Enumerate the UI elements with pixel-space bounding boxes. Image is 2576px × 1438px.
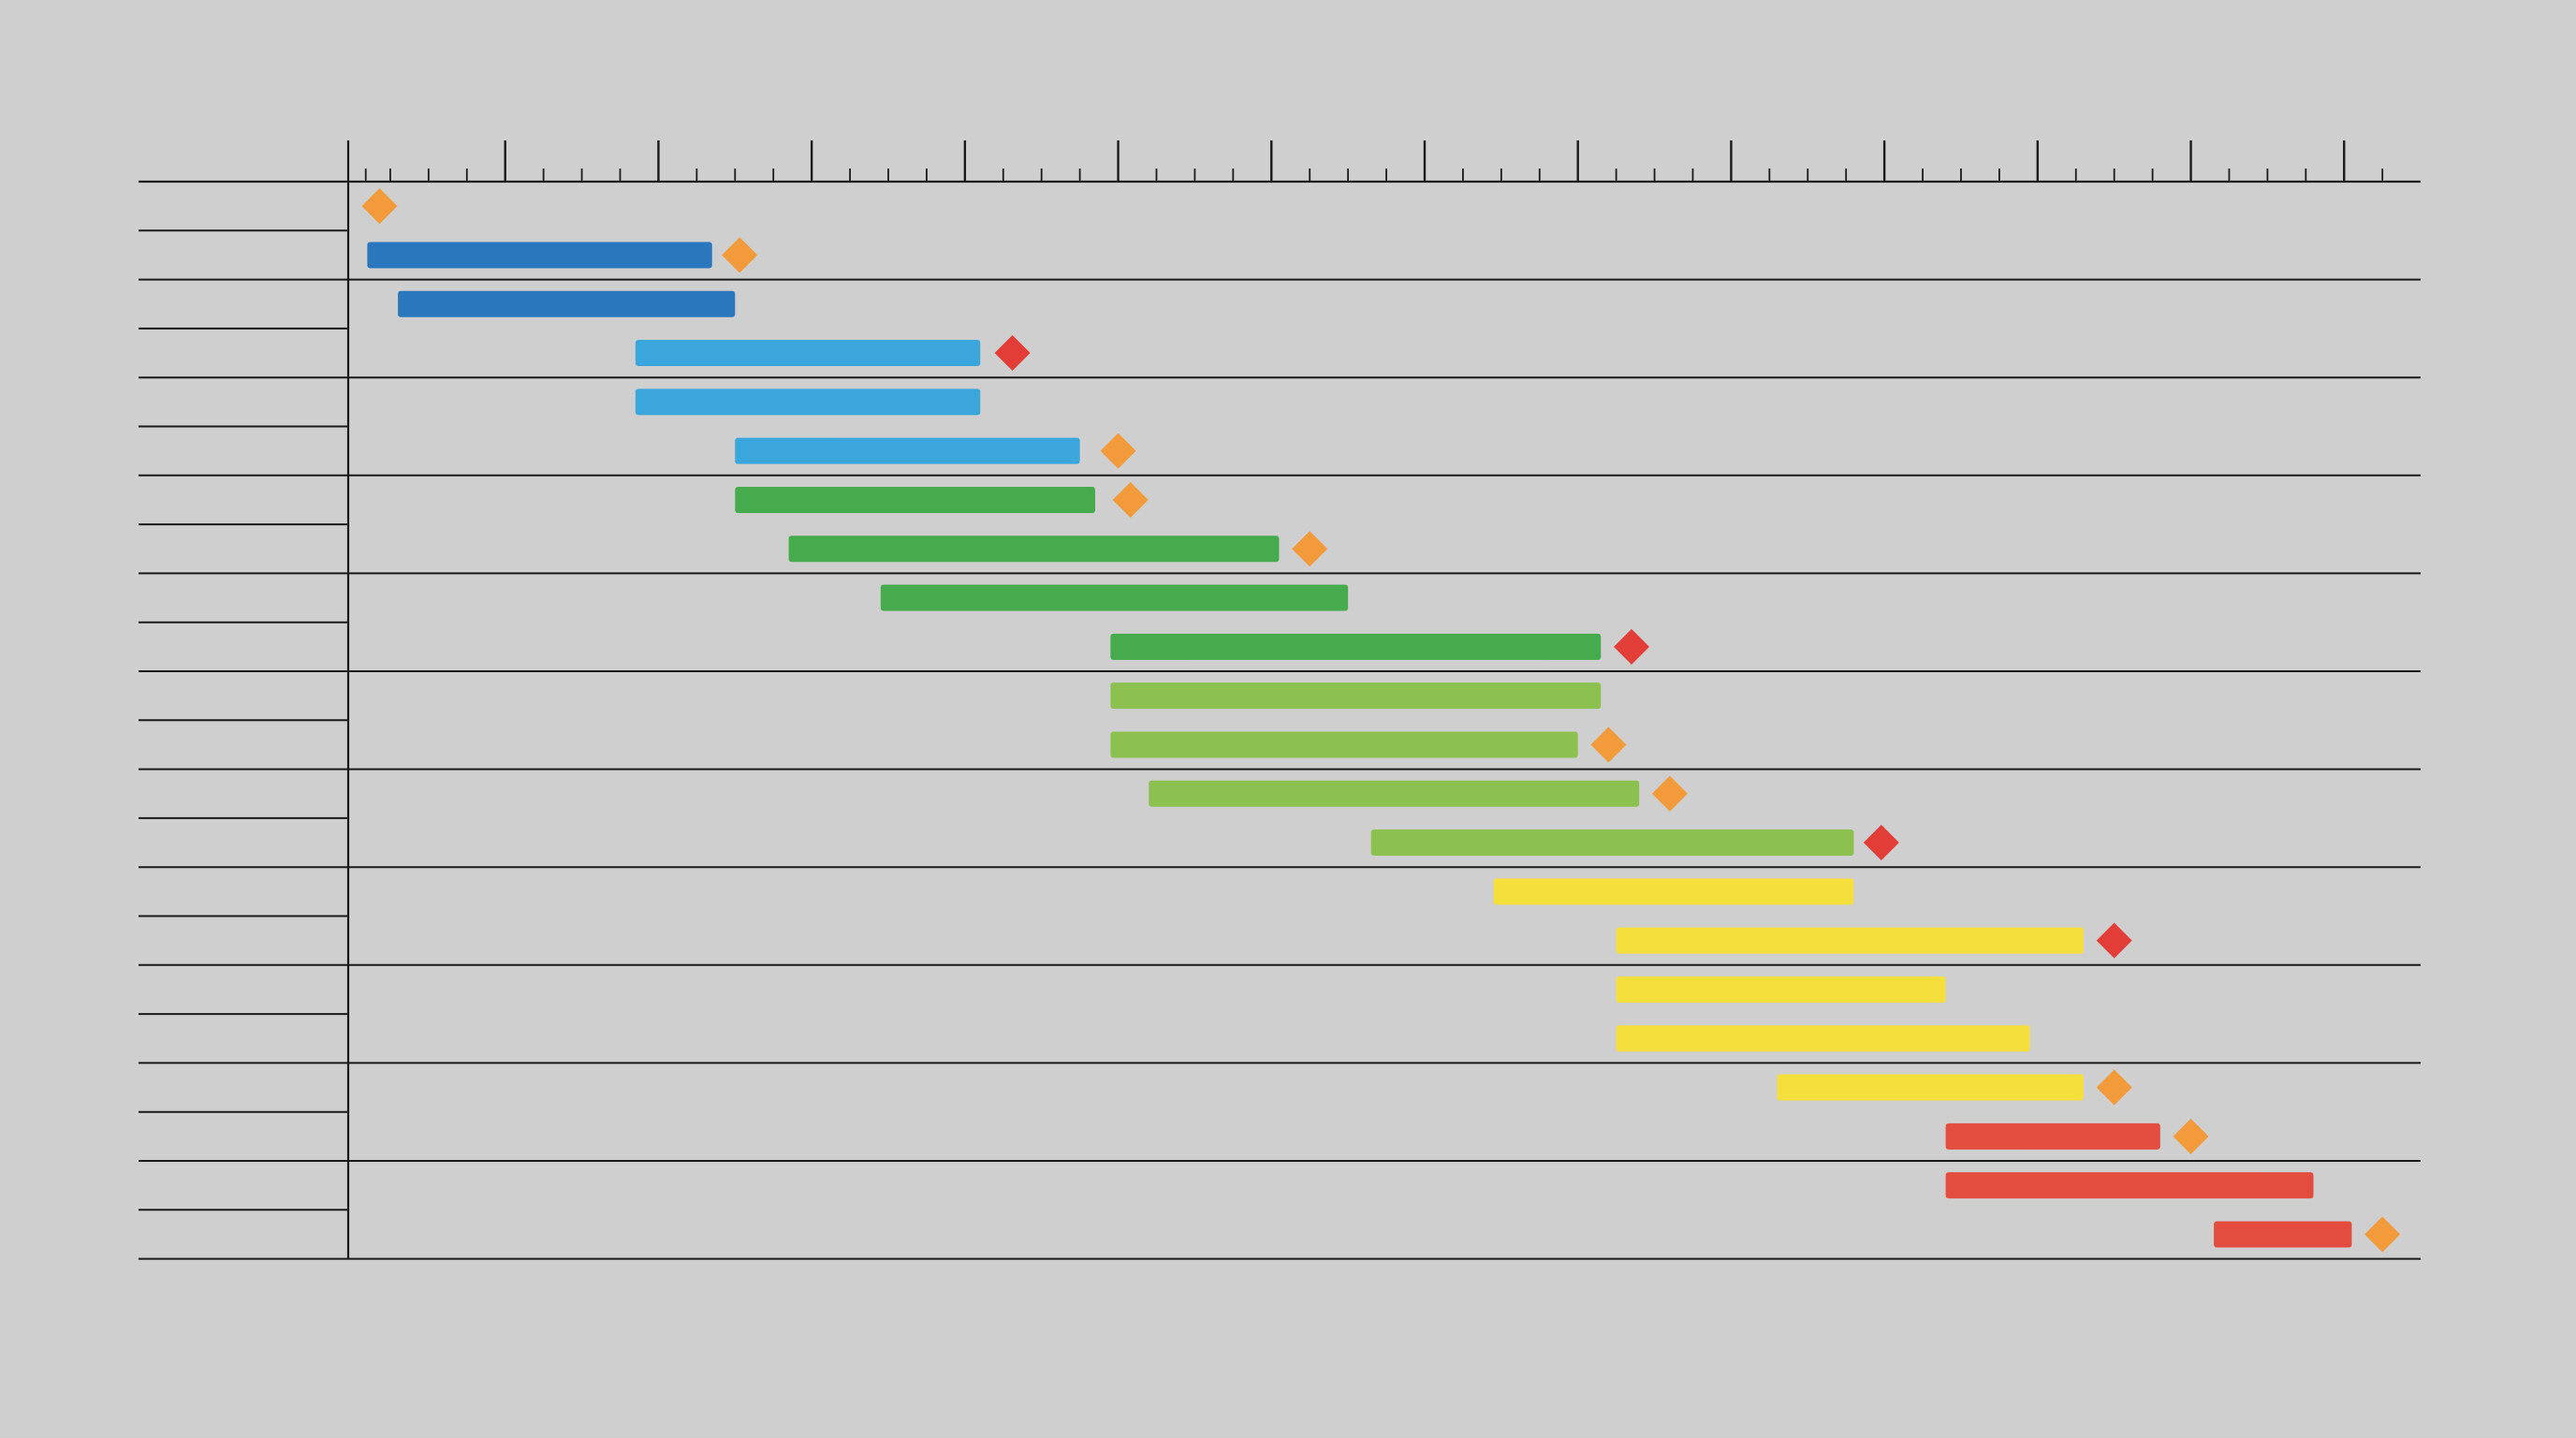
milestone-major-diamond [994, 335, 1031, 372]
milestone-minor-diamond [2096, 1069, 2132, 1106]
milestone-minor-diamond [1100, 433, 1136, 469]
milestone-major-diamond [1613, 628, 1649, 665]
task-bar [1616, 976, 1946, 1003]
task-bar [398, 290, 736, 317]
task-bar [1110, 731, 1578, 758]
task-bar [735, 486, 1096, 513]
task-bar [1945, 1172, 2314, 1199]
milestone-major-diamond [1863, 825, 1899, 861]
milestone-minor-diamond [2173, 1118, 2209, 1154]
task-bars [367, 242, 2352, 1248]
task-bar [735, 437, 1080, 464]
task-bar [1370, 829, 1854, 857]
milestone-minor-diamond [1590, 726, 1627, 763]
milestone-major-diamond [2096, 922, 2132, 959]
task-bar [1149, 780, 1640, 807]
task-bar [1110, 633, 1602, 660]
milestone-minor-diamond [1651, 775, 1688, 812]
milestones [361, 188, 2401, 1253]
task-bar [2214, 1221, 2352, 1248]
x-axis-ticks [364, 140, 2384, 182]
milestone-minor-diamond [722, 237, 758, 273]
task-bar [635, 340, 981, 367]
task-bar [788, 536, 1280, 563]
milestone-minor-diamond [1292, 531, 1328, 567]
milestone-minor-diamond [1112, 481, 1149, 518]
task-bar [880, 584, 1349, 611]
task-bar [367, 242, 712, 269]
task-bar [1616, 927, 2084, 954]
grid-layer [139, 140, 2421, 1260]
task-bar [1493, 878, 1854, 905]
task-bar [1777, 1074, 2084, 1101]
task-bar [1945, 1123, 2160, 1150]
milestone-minor-diamond [2364, 1216, 2401, 1253]
task-bar [635, 389, 981, 416]
task-bar [1110, 682, 1602, 710]
milestone-minor-diamond [361, 188, 398, 225]
task-bar [1616, 1025, 2030, 1052]
